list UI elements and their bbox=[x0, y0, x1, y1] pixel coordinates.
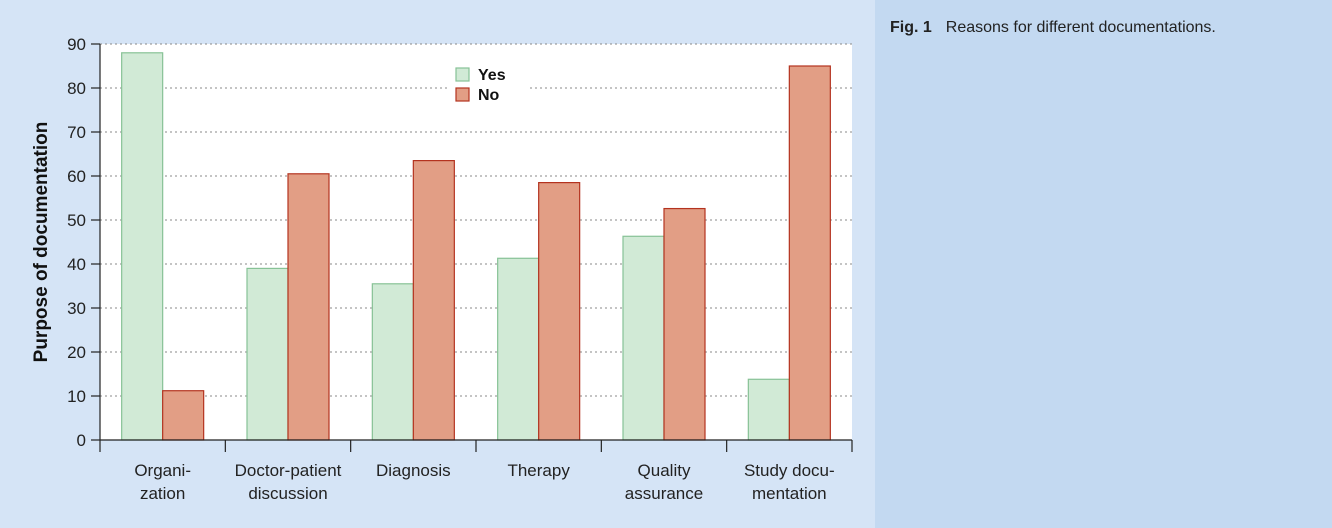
legend-label-yes: Yes bbox=[478, 67, 506, 84]
x-category-label: Organi- bbox=[134, 461, 191, 480]
y-axis-label: Purpose of documentation bbox=[31, 122, 52, 363]
y-tick-label: 10 bbox=[67, 387, 86, 406]
bar-yes bbox=[121, 52, 164, 441]
caption-panel: Fig. 1 Reasons for different documentatio… bbox=[875, 0, 1332, 528]
y-tick-label: 60 bbox=[67, 167, 86, 186]
bar-no bbox=[788, 65, 831, 441]
legend: Yes No bbox=[448, 66, 530, 110]
bar-yes bbox=[747, 378, 790, 441]
bar-chart: 0 10 20 30 40 50 60 70 80 90 Organi-zation Doctor-… bbox=[31, 35, 853, 503]
caption-label: Fig. 1 bbox=[890, 19, 932, 36]
y-tick-label: 0 bbox=[77, 431, 86, 450]
bar-no bbox=[412, 160, 455, 441]
y-ticks: 0 10 20 30 40 50 60 70 80 90 bbox=[67, 35, 100, 450]
y-tick-label: 50 bbox=[67, 211, 86, 230]
x-category-label: discussion bbox=[248, 484, 327, 503]
legend-swatch-no bbox=[455, 87, 470, 102]
bar-yes bbox=[622, 235, 665, 441]
legend-label-no: No bbox=[478, 87, 500, 104]
y-tick-label: 30 bbox=[67, 299, 86, 318]
bar-no bbox=[663, 207, 706, 441]
bar-yes bbox=[497, 257, 540, 441]
x-category-label: Therapy bbox=[507, 461, 570, 480]
y-tick-label: 90 bbox=[67, 35, 86, 54]
y-tick-label: 40 bbox=[67, 255, 86, 274]
y-tick-label: 80 bbox=[67, 79, 86, 98]
y-tick-label: 70 bbox=[67, 123, 86, 142]
x-category-label: Diagnosis bbox=[376, 461, 451, 480]
x-category-label: Doctor-patient bbox=[235, 461, 342, 480]
x-category-label: Quality bbox=[638, 461, 691, 480]
bar-no bbox=[538, 182, 581, 441]
gridlines bbox=[100, 43, 852, 397]
x-category-label: zation bbox=[140, 484, 185, 503]
y-tick-label: 20 bbox=[67, 343, 86, 362]
bar-no bbox=[287, 173, 330, 441]
x-categories: Organi-zation Doctor-patient discussion Dia… bbox=[99, 440, 853, 503]
legend-swatch-yes bbox=[455, 67, 470, 82]
x-category-label: Study docu- bbox=[744, 461, 835, 480]
x-category-label: mentation bbox=[752, 484, 827, 503]
bar-no bbox=[162, 390, 205, 441]
bars bbox=[121, 52, 831, 441]
caption-text: Reasons for different documentations. bbox=[945, 19, 1216, 36]
bar-yes bbox=[371, 283, 414, 441]
figure-caption: Fig. 1 Reasons for different documentatio… bbox=[890, 17, 1320, 39]
plot-panel: 0 10 20 30 40 50 60 70 80 90 Organi-zation Doctor-… bbox=[0, 0, 875, 528]
x-category-label: assurance bbox=[625, 484, 703, 503]
bar-yes bbox=[246, 267, 289, 441]
